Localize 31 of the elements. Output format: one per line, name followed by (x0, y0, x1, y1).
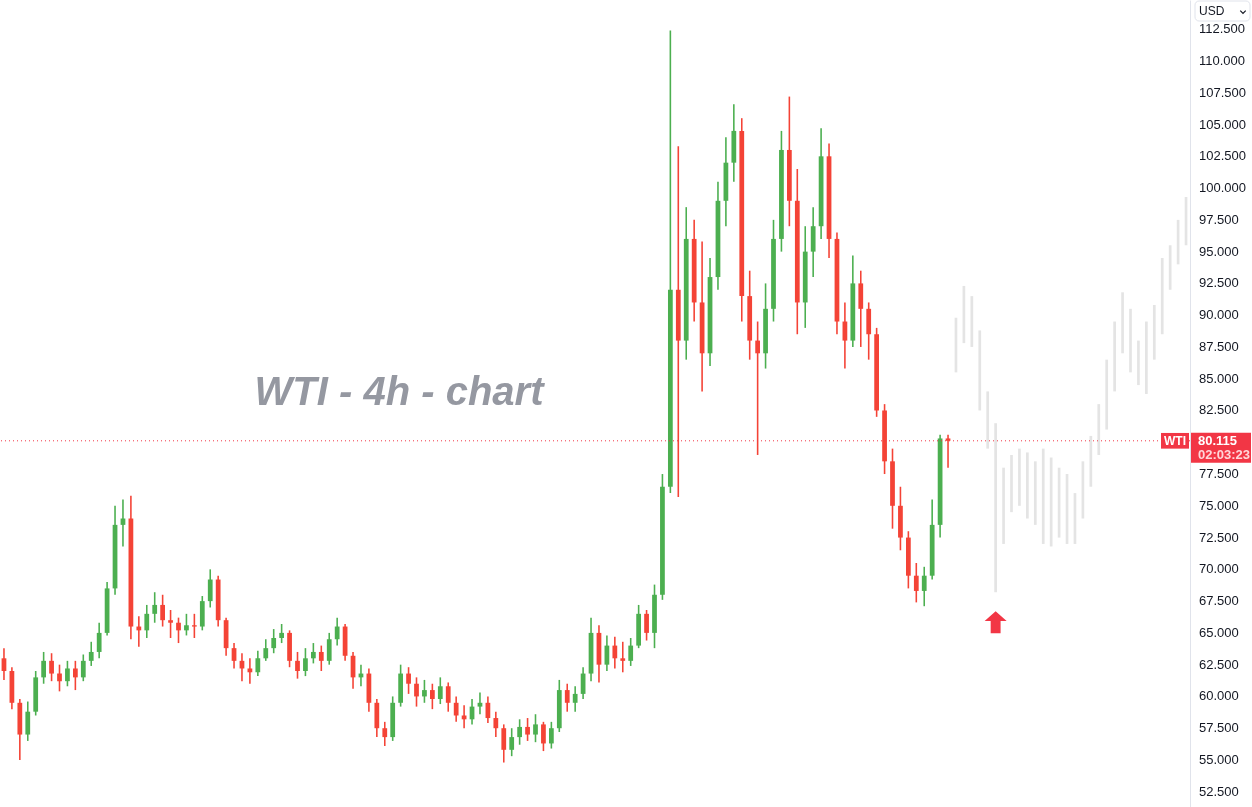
y-tick-label: 65.000 (1199, 624, 1239, 640)
y-tick-label: 62.500 (1199, 656, 1239, 672)
y-tick-label: 100.000 (1199, 180, 1246, 196)
y-tick-label: 110.000 (1199, 53, 1246, 68)
y-tick-label: 52.500 (1199, 783, 1239, 799)
ref-line-label: WTI (1164, 433, 1186, 448)
y-tick-label: 87.500 (1199, 338, 1239, 354)
candlestick (945, 434, 951, 468)
y-tick-label: 75.000 (1199, 497, 1239, 513)
text: WTI - 4h - chart (254, 369, 546, 413)
y-tick-label: 60.000 (1199, 688, 1239, 704)
y-tick-label: 82.500 (1199, 402, 1239, 418)
text: 02:03:23 (1198, 446, 1251, 462)
y-tick-label: 102.500 (1199, 148, 1246, 164)
candlestick (620, 641, 626, 673)
y-tick-label: 105.000 (1199, 116, 1246, 132)
y-tick-label: 55.000 (1199, 751, 1239, 767)
y-tick-label: 57.500 (1199, 720, 1239, 736)
y-tick-label: 90.000 (1199, 307, 1239, 323)
y-tick-label: 67.500 (1199, 593, 1239, 609)
y-tick-label: 97.500 (1199, 211, 1239, 227)
y-tick-label: 92.500 (1199, 275, 1239, 291)
y-tick-label: 77.500 (1199, 466, 1239, 482)
y-tick-label: 72.500 (1199, 529, 1239, 545)
text: 80.115 (1198, 432, 1238, 448)
y-tick-label: 107.500 (1199, 84, 1246, 100)
text: USD (1199, 4, 1225, 18)
y-tick-label: 85.000 (1199, 370, 1239, 386)
y-tick-label: 112.500 (1199, 21, 1246, 37)
y-tick-label: 95.000 (1199, 243, 1239, 259)
y-tick-label: 70.000 (1199, 561, 1239, 577)
